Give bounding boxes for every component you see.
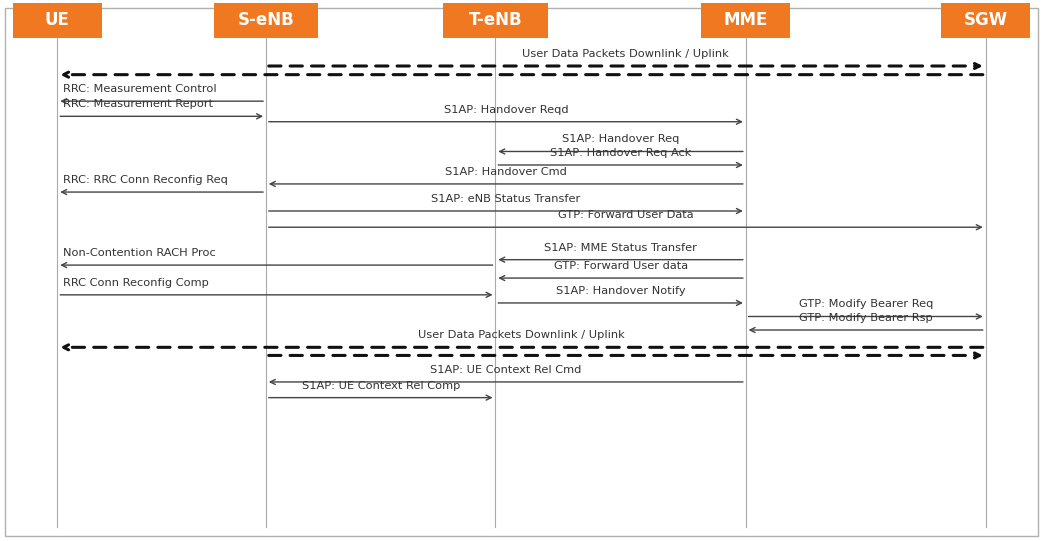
Text: T-eNB: T-eNB — [468, 11, 523, 29]
Text: UE: UE — [45, 11, 70, 29]
Text: S1AP: UE Context Rel Cmd: S1AP: UE Context Rel Cmd — [430, 365, 582, 375]
FancyBboxPatch shape — [443, 3, 548, 38]
Text: User Data Packets Downlink / Uplink: User Data Packets Downlink / Uplink — [418, 331, 625, 340]
Text: S1AP: Handover Req: S1AP: Handover Req — [562, 135, 679, 144]
Text: S1AP: Handover Req Ack: S1AP: Handover Req Ack — [550, 148, 692, 158]
Text: RRC: RRC Conn Reconfig Req: RRC: RRC Conn Reconfig Req — [63, 175, 227, 185]
Text: GTP: Modify Bearer Rsp: GTP: Modify Bearer Rsp — [799, 313, 932, 323]
Text: GTP: Forward User Data: GTP: Forward User Data — [558, 210, 694, 220]
Text: S1AP: Handover Notify: S1AP: Handover Notify — [556, 286, 685, 296]
Text: S1AP: Handover Reqd: S1AP: Handover Reqd — [443, 105, 568, 115]
FancyBboxPatch shape — [941, 3, 1029, 38]
Text: S1AP: eNB Status Transfer: S1AP: eNB Status Transfer — [431, 194, 581, 204]
Text: RRC: Measurement Report: RRC: Measurement Report — [63, 100, 213, 109]
Text: S1AP: UE Context Rel Comp: S1AP: UE Context Rel Comp — [301, 381, 460, 391]
FancyBboxPatch shape — [5, 8, 1038, 536]
Text: Non-Contention RACH Proc: Non-Contention RACH Proc — [63, 248, 215, 258]
Text: SGW: SGW — [964, 11, 1008, 29]
Text: RRC: Measurement Control: RRC: Measurement Control — [63, 84, 216, 94]
Text: MME: MME — [724, 11, 768, 29]
Text: RRC Conn Reconfig Comp: RRC Conn Reconfig Comp — [63, 278, 209, 288]
FancyBboxPatch shape — [214, 3, 318, 38]
Text: User Data Packets Downlink / Uplink: User Data Packets Downlink / Uplink — [523, 49, 729, 59]
FancyBboxPatch shape — [13, 3, 102, 38]
Text: S1AP: Handover Cmd: S1AP: Handover Cmd — [445, 167, 566, 177]
FancyBboxPatch shape — [701, 3, 791, 38]
Text: S-eNB: S-eNB — [238, 11, 294, 29]
Text: S1AP: MME Status Transfer: S1AP: MME Status Transfer — [544, 243, 697, 253]
Text: GTP: Modify Bearer Req: GTP: Modify Bearer Req — [799, 300, 932, 309]
Text: GTP: Forward User data: GTP: Forward User data — [554, 261, 687, 271]
